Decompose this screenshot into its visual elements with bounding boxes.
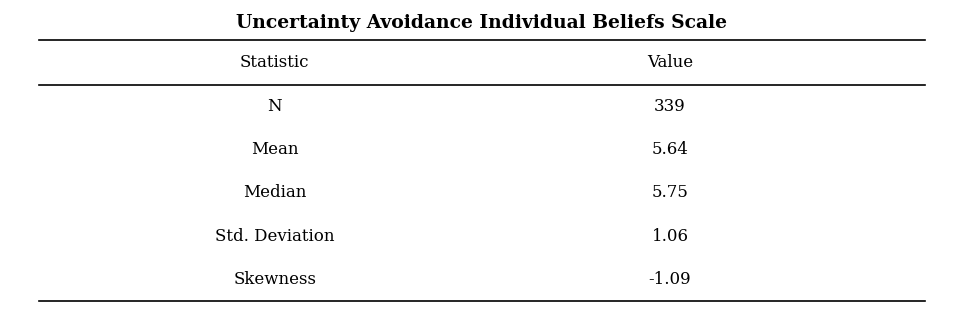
Text: 1.06: 1.06 — [652, 228, 688, 245]
Text: N: N — [267, 98, 282, 115]
Text: Std. Deviation: Std. Deviation — [215, 228, 335, 245]
Text: 339: 339 — [655, 98, 685, 115]
Text: Value: Value — [647, 54, 693, 71]
Text: -1.09: -1.09 — [649, 271, 691, 288]
Text: 5.64: 5.64 — [652, 141, 688, 158]
Text: Uncertainty Avoidance Individual Beliefs Scale: Uncertainty Avoidance Individual Beliefs… — [236, 14, 728, 32]
Text: 5.75: 5.75 — [652, 184, 688, 202]
Text: Skewness: Skewness — [233, 271, 316, 288]
Text: Median: Median — [243, 184, 307, 202]
Text: Mean: Mean — [251, 141, 299, 158]
Text: Statistic: Statistic — [240, 54, 309, 71]
